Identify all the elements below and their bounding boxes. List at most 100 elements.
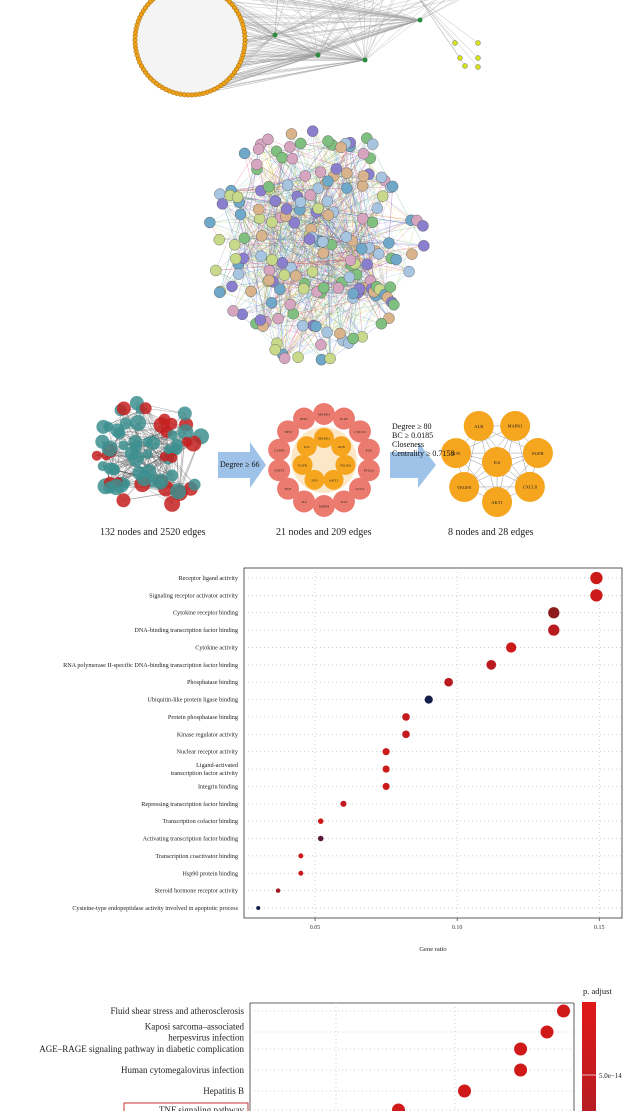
legend-title: p. adjust [583, 986, 612, 996]
ppi-node [279, 353, 290, 364]
network2-node-label: CCL2 [356, 487, 365, 491]
ppi-node [253, 204, 264, 215]
ppi-node [298, 283, 309, 294]
arrow1-label: Degree ≥ 66 [220, 460, 259, 469]
compound-node [418, 18, 423, 23]
ppi-node [341, 168, 352, 179]
ppi-node [322, 176, 333, 187]
compound-target-network [0, 0, 629, 100]
y-category-label: Transcription coactivator binding [155, 853, 238, 860]
ppi-network-graph [0, 108, 629, 378]
ppi-node [285, 299, 296, 310]
network3-node-label: VEGFA [457, 485, 472, 490]
network3-node-label: CXCL8 [523, 485, 538, 490]
caption-network-3: 8 nodes and 28 edges [448, 527, 534, 538]
ppi-node [307, 266, 318, 277]
ppi-node [305, 190, 316, 201]
ppi-node [255, 315, 266, 326]
ppi-node [266, 217, 277, 228]
data-point [383, 765, 390, 772]
network1-node [140, 402, 152, 414]
network1-node [104, 482, 116, 494]
y-category-label: Hsp90 protein binding [182, 870, 238, 877]
network-edge [420, 0, 455, 43]
ppi-node [253, 144, 264, 155]
network1-node [120, 417, 132, 429]
ppi-node [367, 217, 378, 228]
ppi-node [282, 180, 293, 191]
ppi-node [406, 249, 417, 260]
data-point [590, 572, 602, 584]
ppi-node [297, 320, 308, 331]
network-edge [270, 0, 318, 55]
ppi-node [315, 167, 326, 178]
compound-node [273, 33, 278, 38]
caption-network-2: 21 nodes and 209 edges [276, 527, 372, 538]
ppi-node [313, 203, 324, 214]
compound-target-network-graph [0, 0, 629, 100]
y-category-label: TNF signaling pathway [159, 1105, 244, 1111]
y-category-label: Cytokine activity [195, 644, 239, 651]
ppi-node [293, 352, 304, 363]
x-tick-label: 0.10 [452, 925, 463, 931]
ppi-node [264, 265, 275, 276]
ppi-node [358, 171, 369, 182]
ppi-node [357, 180, 368, 191]
ppi-node [344, 272, 355, 283]
network1-node [116, 493, 130, 507]
ppi-node [233, 269, 244, 280]
target-node [243, 34, 248, 39]
ppi-node [322, 196, 333, 207]
network1-node [167, 453, 177, 463]
ppi-node [318, 282, 329, 293]
ppi-node [279, 270, 290, 281]
network2-node-label: EGF [285, 487, 292, 491]
arrow2-label-line: BC ≥ 0.0185 [392, 431, 454, 440]
network2-node-label: EGFR [298, 463, 308, 467]
network2-node-label: MAPK3 [318, 413, 330, 417]
ppi-node [358, 148, 369, 159]
network2-node-label: PTGS2 [364, 469, 375, 473]
network1-node [110, 465, 120, 475]
ppi-node [300, 170, 311, 181]
data-point [402, 713, 410, 721]
data-point [425, 695, 433, 703]
compound-node [476, 41, 481, 46]
network-edge [420, 0, 478, 67]
ppi-node [336, 142, 347, 153]
ppi-node [387, 181, 398, 192]
ppi-node [277, 152, 288, 163]
y-category-label: Nuclear receptor activity [177, 749, 239, 756]
y-category-label: Ligand-activated [196, 762, 239, 769]
ppi-node [214, 287, 225, 298]
ppi-node [228, 305, 239, 316]
ppi-node [290, 270, 301, 281]
arrow2-label-line: Closeness [392, 440, 454, 449]
network2-node-label: CASP3 [274, 448, 285, 452]
ppi-network [0, 108, 629, 378]
y-category-label: DNA-binding transcription factor binding [134, 627, 238, 634]
ppi-node [367, 139, 378, 150]
compound-node [316, 53, 321, 58]
ppi-node [245, 286, 256, 297]
network2-node-label: STAT3 [274, 469, 284, 473]
y-category-label: Kaposi sarcoma–associated [145, 1022, 245, 1032]
ppi-node [256, 230, 267, 241]
data-point [557, 1005, 570, 1018]
network2-node-label: IL6 [304, 445, 309, 449]
network3-node-label: IL6 [494, 460, 501, 465]
ppi-node [304, 234, 315, 245]
ppi-node [315, 339, 326, 350]
ppi-node [214, 189, 225, 200]
ppi-node [286, 128, 297, 139]
data-point [340, 801, 346, 807]
network2-node-label: TP53 [284, 430, 292, 434]
data-point [318, 836, 324, 842]
network1-node [168, 430, 178, 440]
compound-node [476, 65, 481, 70]
ppi-node [323, 210, 334, 221]
network1-node [152, 473, 168, 489]
ppi-node [266, 297, 277, 308]
ppi-node [229, 239, 240, 250]
ppi-node [391, 254, 402, 265]
